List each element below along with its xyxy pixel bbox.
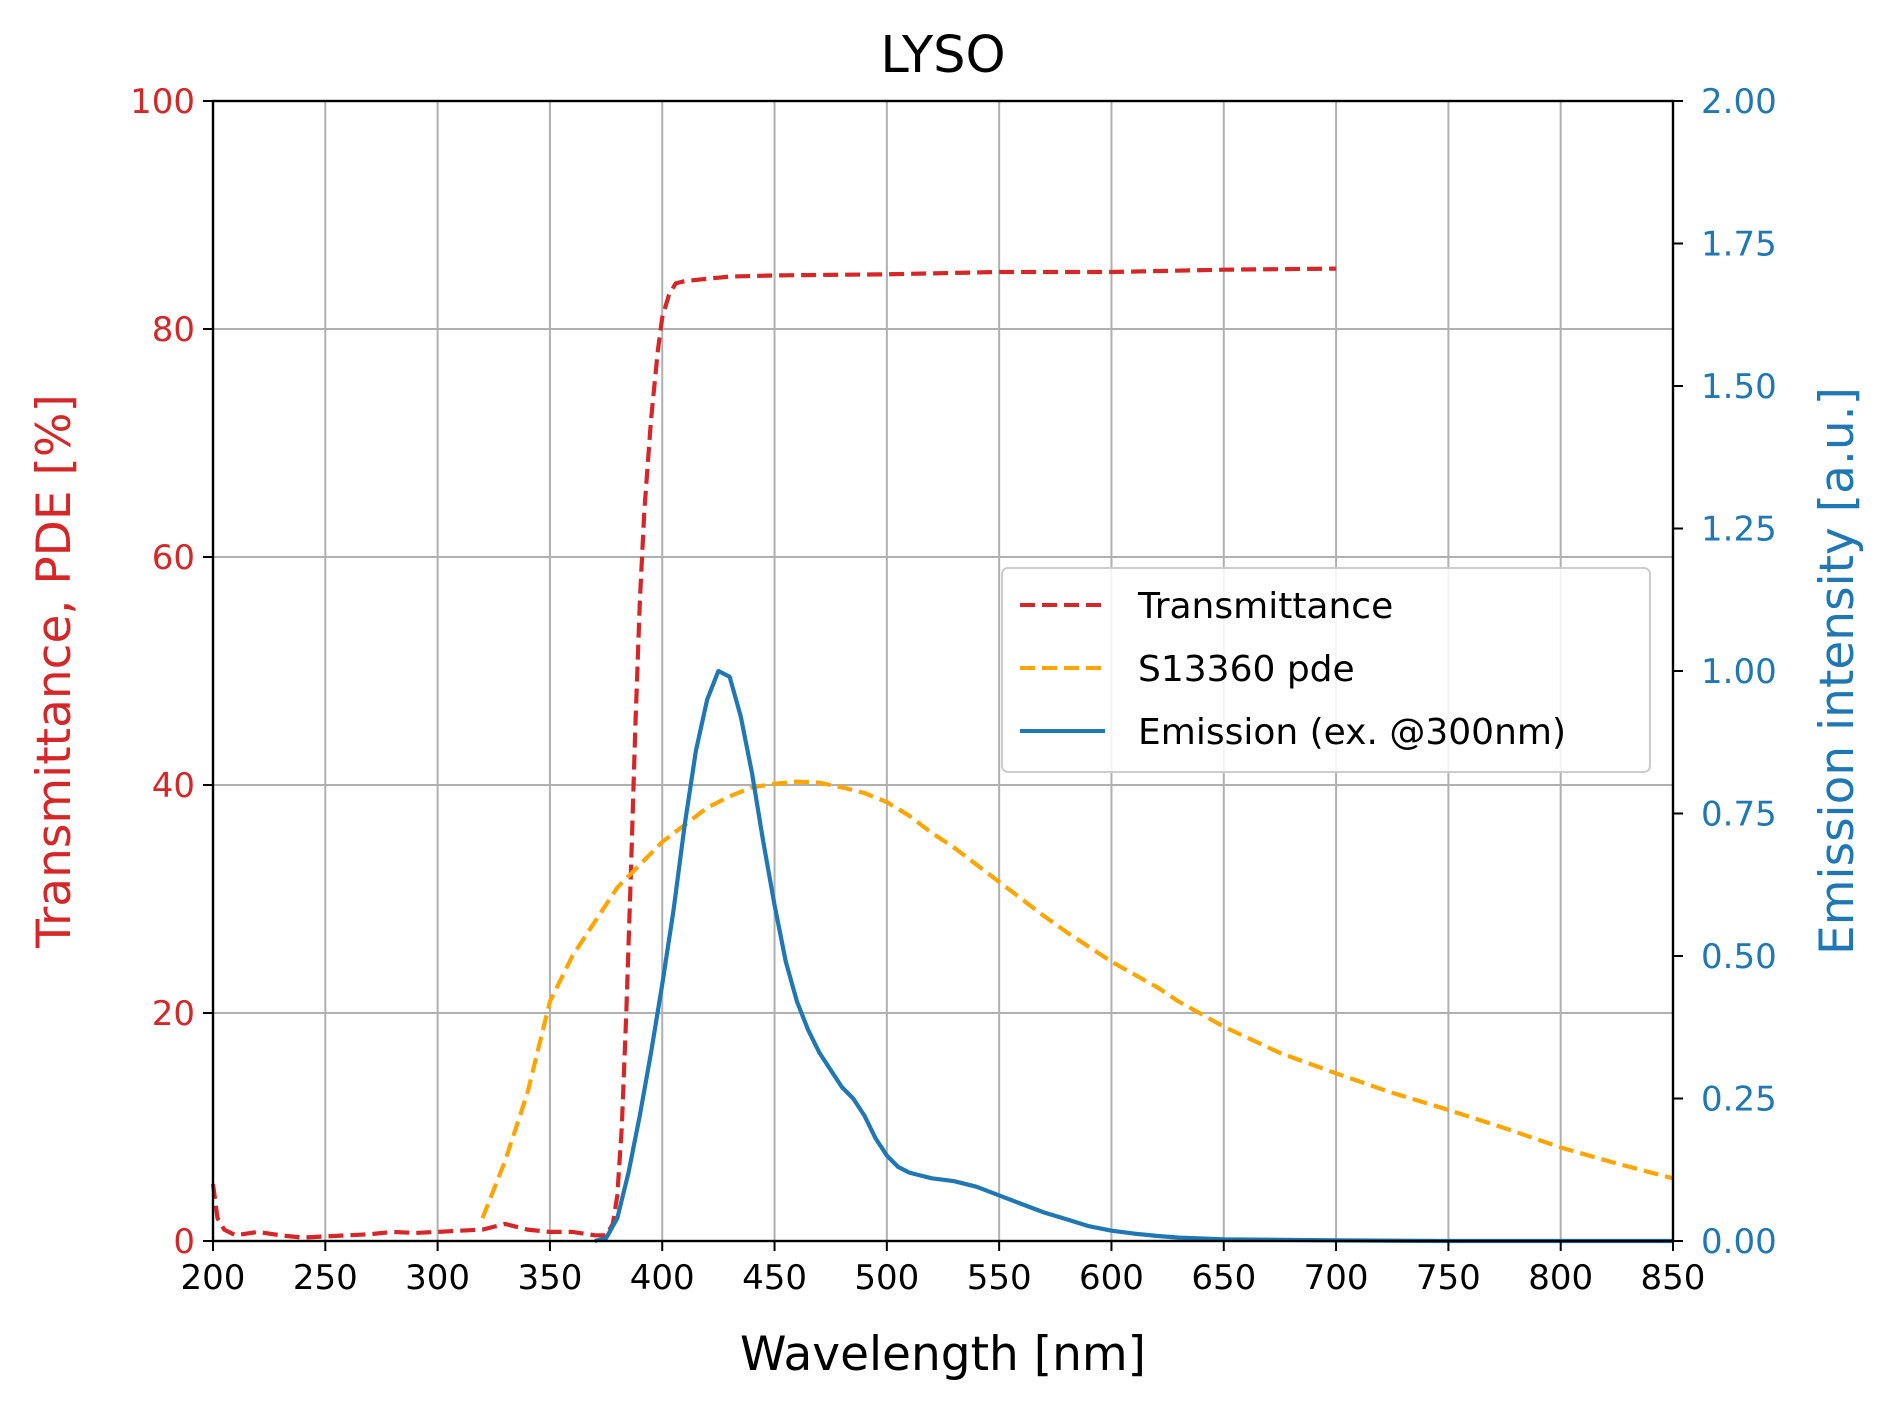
y2-tick-label: 0.75 [1701,795,1777,835]
y-tick-label: 80 [152,310,195,350]
y-tick-label: 0 [173,1222,195,1262]
x-tick-label: 450 [742,1258,807,1298]
y2-tick-label: 1.00 [1701,652,1777,692]
series-line-s13360-pde [480,779,1674,1219]
y-tick-label: 60 [152,538,195,578]
x-tick-label: 350 [517,1258,582,1298]
y2-tick-label: 1.50 [1701,367,1777,407]
y2-tick-label: 1.25 [1701,510,1777,550]
legend-label-emission: Emission (ex. @300nm) [1138,712,1566,753]
y-tick-label: 20 [152,994,195,1034]
legend-label-transmittance: Transmittance [1137,586,1393,627]
x-tick-label: 600 [1079,1258,1144,1298]
x-tick-label: 800 [1528,1258,1593,1298]
x-tick-label: 750 [1416,1258,1481,1298]
x-axis-title: Wavelength [nm] [740,1327,1146,1382]
x-tick-label: 300 [405,1258,470,1298]
x-tick-label: 250 [293,1258,358,1298]
x-tick-label: 500 [854,1258,919,1298]
x-tick-label: 400 [630,1258,695,1298]
x-tick-label: 200 [181,1258,246,1298]
y-tick-label: 100 [130,82,195,122]
legend-label-s13360-pde: S13360 pde [1138,649,1355,690]
legend: Transmittance S13360 pde Emission (ex. @… [1001,567,1651,773]
y2-tick-label: 0.50 [1701,937,1777,977]
y2-tick-label: 1.75 [1701,225,1777,265]
x-tick-label: 850 [1641,1258,1706,1298]
series-group [210,266,1674,1244]
series-line-emission-ex-300nm [594,668,1673,1244]
y-tick-label: 40 [152,766,195,806]
chart-title: LYSO [880,26,1005,85]
x-tick-label: 550 [967,1258,1032,1298]
y-axis-right: 0.00 0.25 0.50 0.75 1.00 1.25 1.50 1.75 2.00 [1673,82,1777,1262]
legend-box [1001,567,1651,773]
y2-tick-label: 2.00 [1701,82,1777,122]
x-tick-label: 700 [1304,1258,1369,1298]
y-axis-left-title: Transmittance, PDE [%] [27,394,82,949]
y2-tick-label: 0.00 [1701,1222,1777,1262]
x-axis: 200 250 300 350 400 450 500 550 600 650 700 750 800 8… [181,1241,1706,1298]
y-axis-right-title: Emission intensity [a.u.] [1810,387,1865,955]
y2-tick-label: 0.25 [1701,1080,1777,1120]
x-tick-label: 650 [1191,1258,1256,1298]
y-axis-left: 0 20 40 60 80 100 [130,82,213,1262]
